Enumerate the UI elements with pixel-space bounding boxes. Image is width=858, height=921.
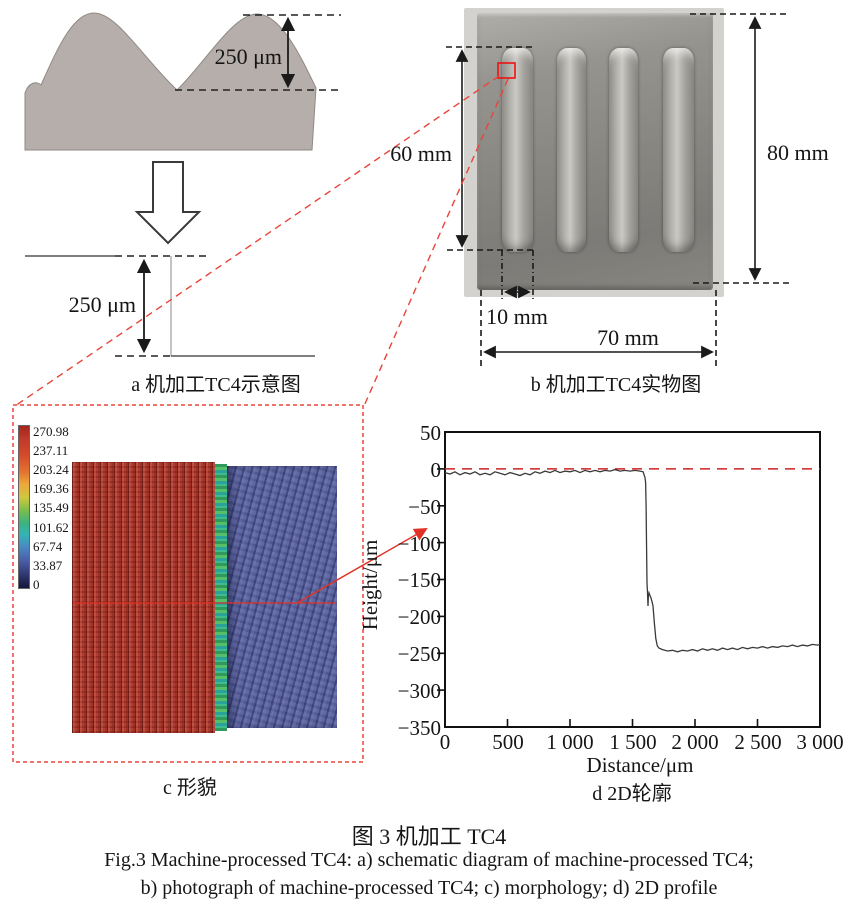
panel-a-schematic-shape: [24, 12, 341, 151]
profile-line: [444, 468, 821, 653]
dim-250um-bottom-label: 250 μm: [68, 292, 136, 317]
y-tick-label: 0: [430, 458, 442, 482]
colorbar-label: 33.87: [33, 558, 63, 573]
dim-70mm-label: 70 mm: [597, 325, 659, 350]
figure-caption-cn: 图 3 机加工 TC4: [351, 824, 507, 849]
morphology-slope-region: [215, 464, 227, 731]
morphology-low-region: [227, 466, 337, 728]
y-tick-label: −100: [397, 532, 441, 556]
colorbar-label: 169.36: [33, 481, 69, 496]
red-connector-line-left: [14, 75, 500, 407]
morphology-high-region: [72, 462, 215, 733]
plate-ridge-2: [557, 48, 586, 252]
colorbar-label: 0: [33, 577, 40, 592]
plate-ridge-4: [663, 48, 694, 252]
red-connector-line-right: [363, 78, 509, 407]
profile-leader-arrow: [296, 527, 428, 604]
chart-frame-and-ticks: [437, 431, 821, 728]
x-tick-label: 1 500: [609, 730, 657, 754]
panel-c-caption: c 形貌: [163, 777, 217, 799]
x-tick-label: 3 000: [796, 730, 844, 754]
figure-caption-en-1: Fig.3 Machine-processed TC4: a) schemati…: [104, 849, 754, 871]
y-tick-label: −50: [408, 495, 441, 519]
colorbar-label: 237.11: [33, 443, 69, 458]
dim-10mm-label: 10 mm: [486, 304, 548, 329]
y-tick-marks: [437, 468, 445, 691]
x-axis-title: Distance/μm: [586, 753, 694, 777]
panel-d-caption: d 2D轮廓: [592, 783, 672, 805]
colorbar-label: 135.49: [33, 500, 69, 515]
y-tick-label: −300: [397, 679, 441, 703]
colorbar-label: 101.62: [33, 520, 69, 535]
dim-80mm-label: 80 mm: [767, 140, 829, 165]
dim-60mm-label: 60 mm: [390, 141, 452, 166]
height-colorbar: [18, 425, 30, 589]
colorbar-label: 270.98: [33, 424, 69, 439]
panel-b-caption: b 机加工TC4实物图: [530, 374, 702, 396]
morphology-zoom-frame: [12, 404, 364, 763]
y-axis-title: Height/μm: [358, 539, 382, 631]
colorbar-label: 203.24: [33, 462, 69, 477]
x-tick-marks: [506, 719, 759, 727]
y-tick-label: 50: [420, 421, 441, 445]
panel-b-dimensions: [446, 13, 790, 368]
y-tick-label: −250: [397, 642, 441, 666]
red-zoom-box: [497, 62, 516, 79]
panel-a-caption: a 机加工TC4示意图: [131, 374, 301, 396]
y-tick-label: −150: [397, 568, 441, 592]
panel-a-step-profile: [25, 255, 315, 357]
x-tick-label: 500: [492, 730, 524, 754]
y-tick-label: −350: [397, 716, 441, 740]
plate-ridge-3: [609, 48, 638, 252]
figure-caption-en-2: b) photograph of machine-processed TC4; …: [140, 877, 718, 899]
x-tick-label: 1 000: [546, 730, 594, 754]
tc4-plate-photo: [477, 13, 713, 290]
down-arrow-icon: [134, 161, 202, 245]
colorbar-label: 67.74: [33, 539, 63, 554]
x-tick-label: 2 000: [671, 730, 719, 754]
y-tick-label: −200: [397, 605, 441, 629]
dim-250um-top-label: 250 μm: [214, 44, 282, 69]
x-tick-label: 0: [439, 730, 451, 754]
x-tick-label: 2 500: [734, 730, 782, 754]
